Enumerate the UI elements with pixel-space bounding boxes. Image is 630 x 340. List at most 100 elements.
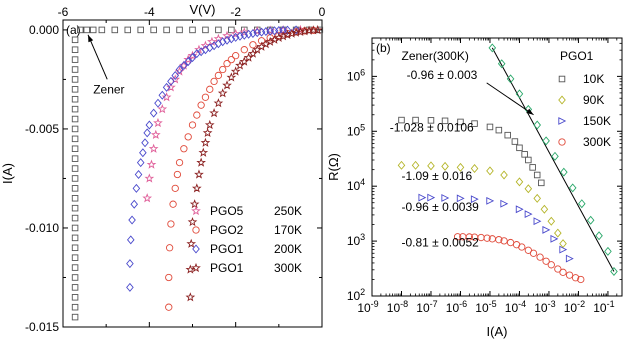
data-point <box>465 233 474 241</box>
data-point <box>71 195 79 202</box>
y-axis-label: R(Ω) <box>326 153 341 181</box>
x-axis-label: I(A) <box>487 324 508 339</box>
data-point <box>193 111 201 119</box>
data-point <box>134 169 143 179</box>
x-tick-label: -4 <box>144 5 155 19</box>
data-point <box>578 199 586 209</box>
annotation-arrowhead <box>88 34 94 43</box>
data-point <box>167 76 175 86</box>
data-point <box>533 120 541 130</box>
data-point <box>150 26 157 34</box>
data-point <box>239 27 250 37</box>
data-point <box>515 205 524 214</box>
y-tick-label: 105 <box>347 122 365 138</box>
data-point <box>77 26 84 34</box>
legend-marker <box>192 244 200 254</box>
annotation-label: -0.96 ± 0.003 <box>407 68 478 82</box>
data-point <box>227 34 236 44</box>
x-tick-label: 10-4 <box>505 299 526 315</box>
fit-line <box>491 47 615 272</box>
data-point <box>141 138 149 148</box>
data-point <box>153 117 163 128</box>
data-point <box>150 129 161 139</box>
data-point <box>292 25 300 35</box>
data-point <box>165 303 173 311</box>
data-point <box>83 26 90 34</box>
x-tick-label: 10-5 <box>475 299 496 315</box>
data-point <box>291 27 301 37</box>
data-point <box>565 271 574 279</box>
data-point <box>124 26 131 34</box>
data-point <box>299 26 310 36</box>
data-point <box>226 72 237 82</box>
data-point <box>524 210 533 219</box>
data-point <box>126 259 134 269</box>
data-point <box>441 117 449 125</box>
data-point <box>486 196 495 205</box>
annotation-label: -0.81 ± 0.0052 <box>401 235 479 249</box>
annotation-label: -1.028 ± 0.0106 <box>390 120 474 134</box>
plot-frame <box>371 37 623 297</box>
data-point <box>146 159 157 169</box>
data-point <box>71 66 79 73</box>
data-point <box>456 162 465 172</box>
x-axis-label: V(V) <box>190 2 216 17</box>
data-point <box>529 164 536 171</box>
data-point <box>219 65 227 74</box>
data-point <box>161 92 172 102</box>
data-point <box>71 204 79 212</box>
data-point <box>71 244 79 252</box>
legend-label: 200K <box>274 242 302 256</box>
legend-name: PGO2 <box>210 223 244 237</box>
data-point <box>565 254 574 263</box>
data-point <box>162 82 171 92</box>
data-point <box>412 116 419 124</box>
data-point <box>249 28 257 38</box>
data-point <box>130 199 139 209</box>
data-point <box>542 257 550 265</box>
data-point <box>228 26 235 34</box>
annotation-label: Zener(300K) <box>401 49 468 63</box>
data-point <box>173 170 182 179</box>
x-tick-label: 0 <box>319 5 326 19</box>
data-point <box>542 225 551 234</box>
legend-label: 250K <box>274 204 302 218</box>
data-point <box>71 36 79 44</box>
data-point <box>175 158 184 167</box>
data-point <box>518 243 526 251</box>
data-point <box>157 104 168 114</box>
data-point <box>191 183 202 193</box>
data-point <box>249 41 257 49</box>
data-point <box>554 265 562 273</box>
data-point <box>209 108 219 118</box>
data-point <box>71 76 79 83</box>
data-point <box>497 59 506 69</box>
data-point <box>154 98 162 108</box>
data-point <box>524 184 533 194</box>
y-tick-label: -0.010 <box>25 221 59 235</box>
legend-marker <box>558 95 566 105</box>
data-point <box>71 135 79 143</box>
data-point <box>180 145 188 153</box>
data-point <box>495 236 503 244</box>
data-point <box>500 237 508 245</box>
y-tick-label: 104 <box>347 177 365 193</box>
data-point <box>167 220 175 228</box>
data-point <box>240 46 248 54</box>
data-point <box>198 147 209 157</box>
data-point <box>186 238 197 248</box>
legend-marker <box>558 75 566 83</box>
legend-marker <box>558 117 567 125</box>
data-point <box>207 36 217 46</box>
y-tick-label: -0.015 <box>25 320 59 334</box>
data-point <box>427 117 435 124</box>
data-point <box>515 177 524 187</box>
data-point <box>241 26 248 34</box>
data-point <box>139 148 147 158</box>
data-point <box>126 235 135 245</box>
data-point <box>210 77 218 86</box>
data-point <box>165 273 173 282</box>
x-tick-label: -2 <box>230 5 241 19</box>
data-point <box>397 160 406 170</box>
